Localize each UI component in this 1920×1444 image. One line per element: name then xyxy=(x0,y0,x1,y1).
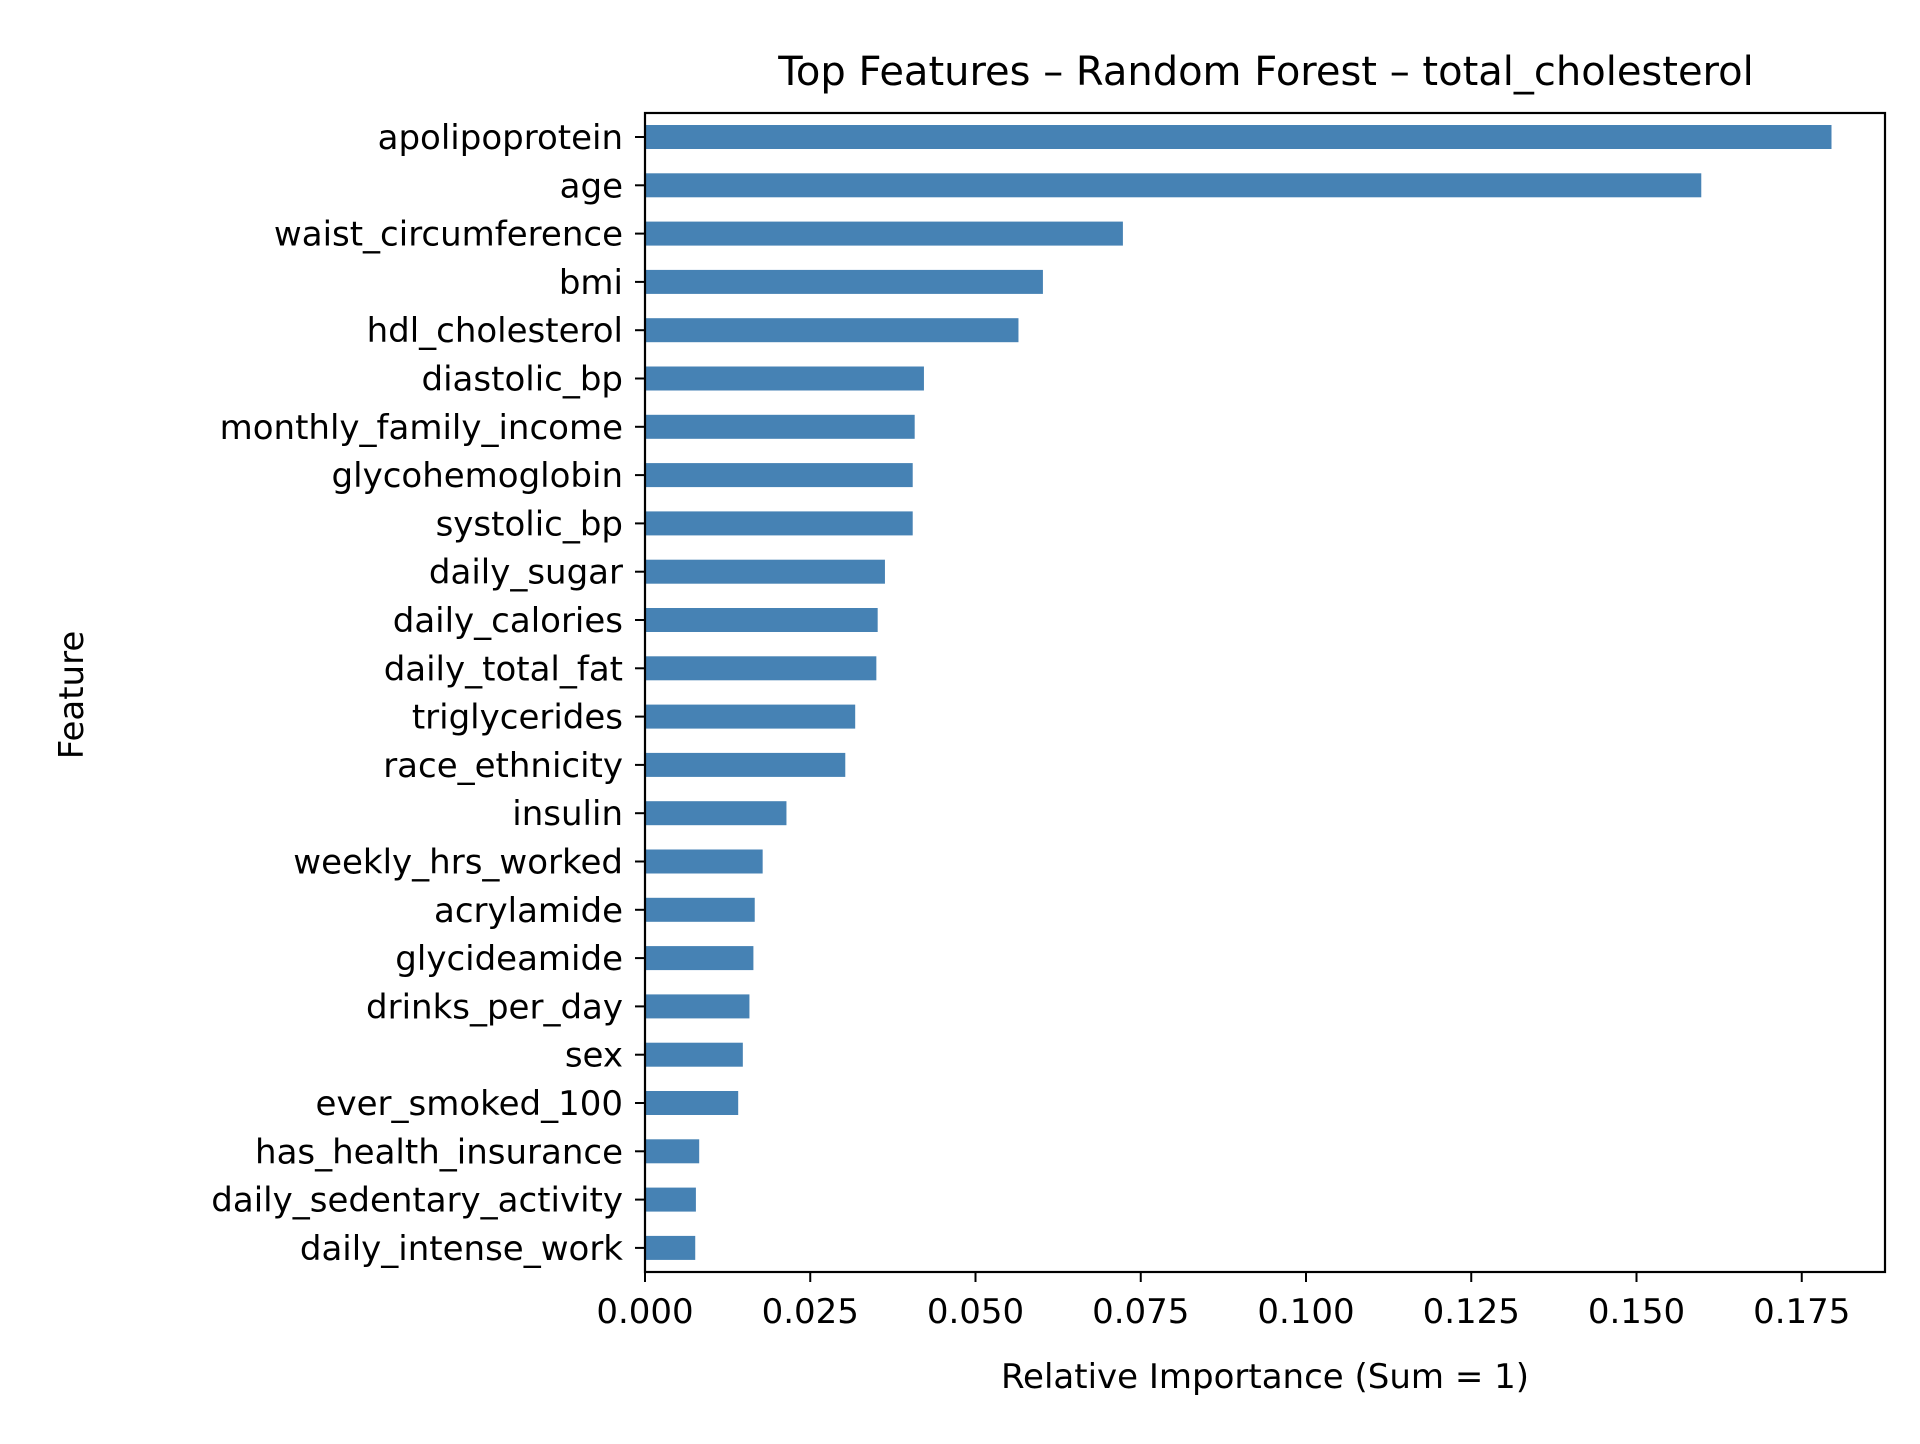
y-tick-label: race_ethnicity xyxy=(383,746,623,786)
y-tick-label: daily_intense_work xyxy=(300,1229,623,1269)
x-tick-label: 0.025 xyxy=(762,1292,859,1332)
bar-diastolic-bp xyxy=(645,366,924,391)
bar-apolipoprotein xyxy=(645,125,1832,149)
bar-race-ethnicity xyxy=(645,752,846,777)
x-tick-label: 0.100 xyxy=(1257,1292,1354,1332)
bar-waist-circumference xyxy=(645,221,1123,246)
y-tick-label: hdl_cholesterol xyxy=(367,311,623,351)
y-tick-label: glycohemoglobin xyxy=(332,456,623,496)
bars-layer xyxy=(645,125,1832,1260)
y-tick-label: daily_sedentary_activity xyxy=(211,1181,623,1221)
x-axis: 0.000 0.025 0.050 0.075 0.100 0.125 0.150 0.175 xyxy=(596,1272,1850,1332)
bar-age xyxy=(645,173,1702,198)
y-tick-label: apolipoprotein xyxy=(378,118,623,158)
bar-glycideamide xyxy=(645,946,754,971)
bar-drinks-per-day xyxy=(645,994,750,1019)
bar-daily-total-fat xyxy=(645,656,877,681)
y-tick-label: bmi xyxy=(559,263,623,303)
y-tick-label: diastolic_bp xyxy=(422,360,623,400)
bar-triglycerides xyxy=(645,704,856,729)
bar-systolic-bp xyxy=(645,511,913,536)
y-tick-label: waist_circumference xyxy=(274,215,623,255)
bar-weekly-hrs-worked xyxy=(645,849,763,874)
x-tick-label: 0.175 xyxy=(1753,1292,1850,1332)
y-tick-label: daily_calories xyxy=(393,601,623,641)
bar-acrylamide xyxy=(645,897,755,922)
bar-ever-smoked-100 xyxy=(645,1091,739,1115)
bar-sex xyxy=(645,1042,743,1067)
x-tick-label: 0.125 xyxy=(1423,1292,1520,1332)
y-tick-label: acrylamide xyxy=(434,891,623,931)
y-tick-label: glycideamide xyxy=(395,939,623,979)
y-tick-label: drinks_per_day xyxy=(366,987,623,1027)
bar-daily-sugar xyxy=(645,559,885,584)
y-tick-label: daily_total_fat xyxy=(384,649,623,689)
y-tick-label: sex xyxy=(565,1036,623,1076)
y-tick-label: triglycerides xyxy=(412,698,623,738)
chart-title: Top Features – Random Forest – total_cho… xyxy=(777,49,1753,95)
y-tick-label: weekly_hrs_worked xyxy=(293,843,623,883)
bar-insulin xyxy=(645,801,787,826)
bar-daily-sedentary-activity xyxy=(645,1187,696,1212)
bar-monthly-family-income xyxy=(645,414,915,439)
bar-glycohemoglobin xyxy=(645,463,913,488)
x-tick-label: 0.075 xyxy=(1092,1292,1189,1332)
y-tick-label: has_health_insurance xyxy=(255,1132,623,1172)
x-tick-label: 0.150 xyxy=(1588,1292,1685,1332)
bar-hdl-cholesterol xyxy=(645,318,1019,343)
bar-daily-calories xyxy=(645,608,878,632)
y-tick-label: daily_sugar xyxy=(429,553,623,593)
plot-frame xyxy=(643,111,1887,1274)
y-axis-label: Feature xyxy=(52,631,92,759)
bar-daily-intense-work xyxy=(645,1235,696,1260)
bar-bmi xyxy=(645,269,1043,294)
y-tick-label: systolic_bp xyxy=(436,504,623,544)
y-tick-label: age xyxy=(560,166,623,206)
x-tick-label: 0.050 xyxy=(927,1292,1024,1332)
y-tick-label: insulin xyxy=(512,794,623,834)
x-axis-label: Relative Importance (Sum = 1) xyxy=(1001,1357,1529,1397)
y-tick-label: monthly_family_income xyxy=(220,408,623,448)
x-tick-label: 0.000 xyxy=(596,1292,693,1332)
y-tick-label: ever_smoked_100 xyxy=(316,1084,623,1124)
bar-has-health-insurance xyxy=(645,1139,700,1164)
